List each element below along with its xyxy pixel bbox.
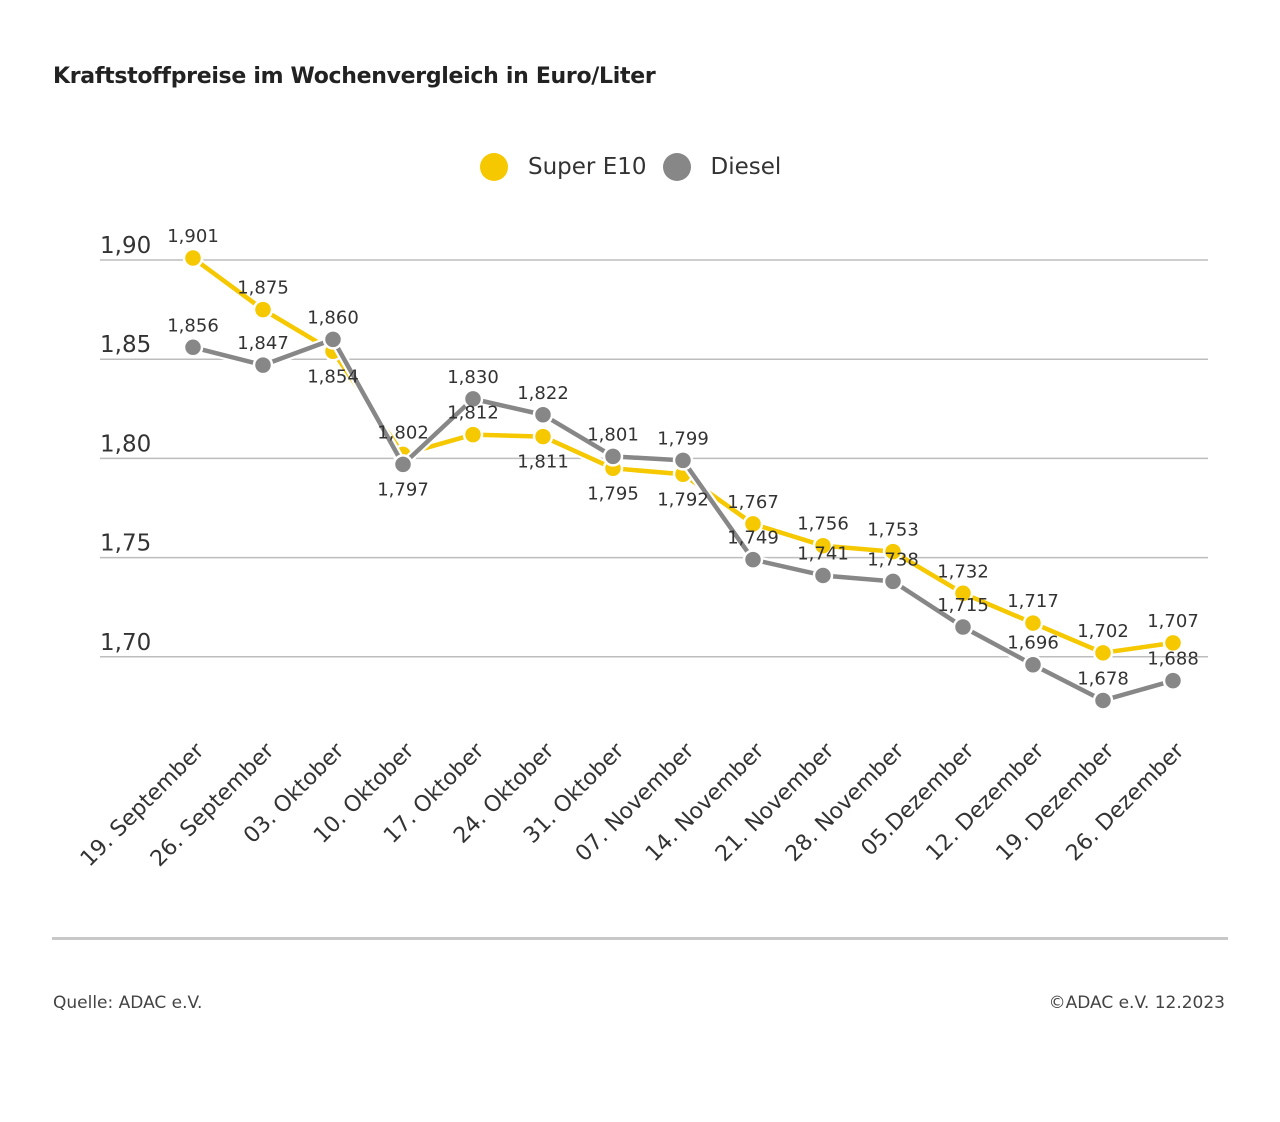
y-tick-label: 1,90 bbox=[100, 233, 151, 259]
legend-item-super-e10: Super E10 bbox=[480, 153, 647, 181]
data-point bbox=[1162, 632, 1184, 654]
data-point bbox=[952, 583, 974, 604]
data-point bbox=[1092, 642, 1114, 664]
chart-title: Kraftstoffpreise im Wochenvergleich in E… bbox=[53, 64, 656, 89]
copyright-note: ©ADAC e.V. 12.2023 bbox=[1048, 993, 1225, 1013]
data-point bbox=[532, 404, 554, 426]
data-label: 1,830 bbox=[447, 367, 499, 388]
x-tick-label: 19. September bbox=[76, 738, 210, 872]
data-point bbox=[812, 535, 834, 556]
data-label: 1,797 bbox=[377, 479, 429, 500]
data-label: 1,696 bbox=[1007, 633, 1059, 654]
legend-label-diesel: Diesel bbox=[710, 154, 782, 180]
data-point bbox=[1092, 690, 1114, 711]
data-label: 1,847 bbox=[237, 333, 289, 354]
legend: Super E10 Diesel bbox=[480, 153, 797, 181]
data-label: 1,756 bbox=[797, 514, 849, 535]
data-label: 1,799 bbox=[657, 428, 709, 449]
data-point bbox=[182, 247, 204, 269]
legend-marker-diesel bbox=[662, 153, 691, 181]
data-point bbox=[1162, 670, 1184, 691]
data-point bbox=[742, 513, 764, 535]
data-label: 1,715 bbox=[937, 595, 989, 616]
data-point bbox=[812, 565, 834, 586]
data-label: 1,688 bbox=[1147, 649, 1199, 670]
data-label: 1,822 bbox=[517, 383, 569, 404]
data-label: 1,860 bbox=[307, 307, 359, 328]
data-label: 1,753 bbox=[867, 520, 919, 541]
data-point bbox=[252, 299, 274, 320]
y-tick-label: 1,75 bbox=[100, 531, 151, 557]
data-point bbox=[672, 450, 694, 471]
x-tick-label: 12. Dezember bbox=[922, 738, 1050, 866]
data-label: 1,767 bbox=[727, 492, 779, 513]
legend-item-diesel: Diesel bbox=[662, 153, 782, 181]
footer-divider bbox=[52, 937, 1228, 940]
legend-label-super-e10: Super E10 bbox=[528, 154, 647, 180]
data-point bbox=[602, 446, 624, 467]
data-label: 1,802 bbox=[377, 422, 429, 443]
x-tick-label: 21. November bbox=[711, 738, 840, 867]
x-tick-label: 07. November bbox=[571, 738, 700, 867]
source-note: Quelle: ADAC e.V. bbox=[53, 993, 203, 1013]
data-label: 1,795 bbox=[587, 483, 639, 504]
data-label: 1,856 bbox=[167, 315, 219, 336]
data-point bbox=[462, 388, 484, 410]
data-point bbox=[882, 571, 904, 592]
data-label: 1,678 bbox=[1077, 668, 1129, 689]
data-label: 1,732 bbox=[937, 561, 989, 582]
data-point bbox=[182, 337, 204, 358]
data-label: 1,801 bbox=[587, 424, 639, 445]
x-tick-label: 14. November bbox=[641, 738, 770, 867]
x-tick-label: 19. Dezember bbox=[992, 738, 1120, 866]
data-point bbox=[392, 454, 414, 475]
data-label: 1,741 bbox=[797, 543, 849, 564]
data-label: 1,901 bbox=[167, 226, 219, 247]
x-tick-label: 26. Dezember bbox=[1062, 738, 1190, 866]
data-point bbox=[532, 426, 554, 447]
y-tick-label: 1,80 bbox=[100, 431, 151, 457]
data-point bbox=[882, 541, 904, 562]
data-label: 1,749 bbox=[727, 528, 779, 549]
data-label: 1,811 bbox=[517, 452, 569, 473]
data-label: 1,854 bbox=[307, 366, 359, 387]
data-label: 1,702 bbox=[1077, 621, 1129, 642]
data-point bbox=[742, 549, 764, 570]
data-point bbox=[462, 424, 484, 445]
data-label: 1,738 bbox=[867, 549, 919, 570]
data-label: 1,717 bbox=[1007, 591, 1059, 612]
x-tick-label: 28. November bbox=[781, 738, 910, 867]
data-point bbox=[252, 354, 274, 376]
legend-marker-super-e10 bbox=[480, 153, 508, 181]
data-label: 1,707 bbox=[1147, 611, 1199, 632]
data-label: 1,812 bbox=[447, 403, 499, 424]
data-label: 1,875 bbox=[237, 278, 289, 299]
data-label: 1,792 bbox=[657, 489, 709, 510]
x-tick-label: 26. September bbox=[146, 738, 280, 872]
data-point bbox=[1022, 612, 1044, 634]
data-point bbox=[322, 329, 344, 350]
y-tick-label: 1,85 bbox=[100, 332, 151, 358]
y-tick-label: 1,70 bbox=[100, 630, 151, 656]
data-point bbox=[952, 616, 974, 638]
data-point bbox=[1022, 654, 1044, 675]
